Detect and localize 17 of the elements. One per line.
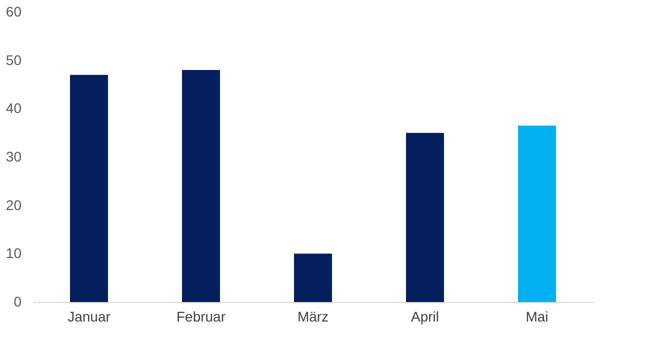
y-tick-label: 10 [6,245,22,262]
x-tick-label: Januar [68,308,111,324]
bar [182,70,220,302]
y-tick-label: 60 [6,4,22,20]
y-tick-label: 0 [14,294,22,310]
y-tick-label: 30 [6,148,22,164]
y-tick-label: 40 [6,100,22,116]
y-tick-label: 20 [6,196,22,213]
bar [518,126,556,302]
bar [70,74,108,302]
x-tick-label: Februar [176,308,226,324]
bar [294,254,332,302]
bar [406,132,444,302]
x-tick-label: März [297,308,329,324]
x-tick-label: April [410,308,440,324]
y-tick-label: 50 [6,52,22,68]
x-tick-label: Mai [526,308,548,324]
